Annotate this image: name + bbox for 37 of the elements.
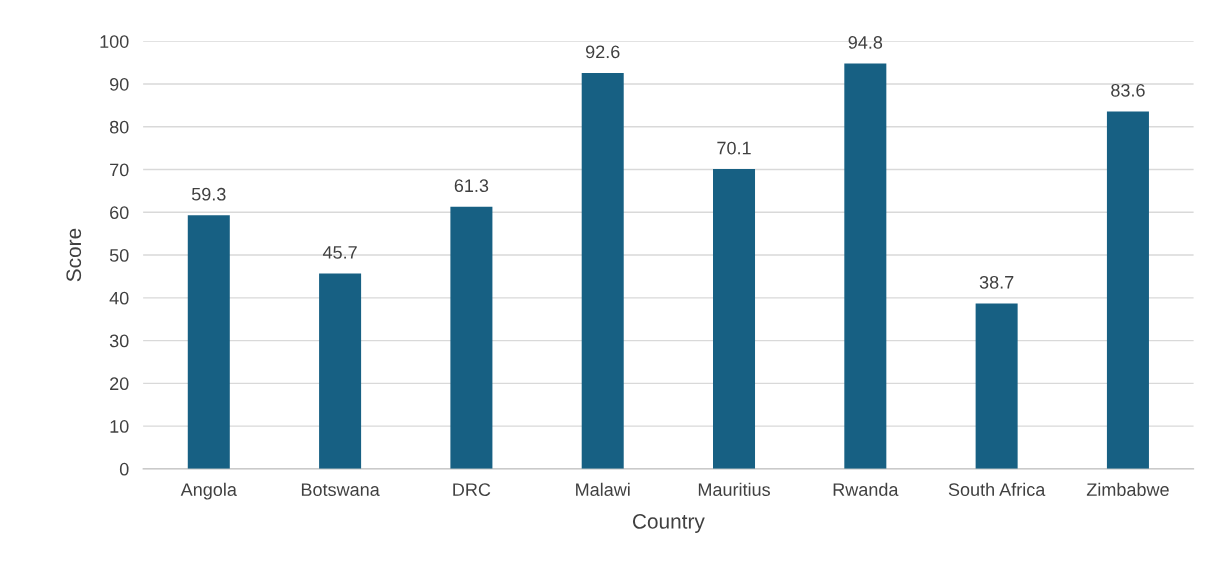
x-tick-label: Malawi [576, 482, 630, 497]
y-tick-label: 70 [110, 163, 129, 177]
y-axis-title: Score [66, 228, 82, 282]
x-tick-label: DRC [453, 483, 491, 497]
y-tick-label: 90 [110, 77, 129, 91]
x-tick-label: Angola [180, 482, 237, 500]
bar [844, 63, 887, 469]
bar [187, 215, 230, 469]
y-tick-label: 100 [100, 35, 129, 48]
data-label: 94.8 [848, 36, 883, 49]
x-tick-label: Mauritius [698, 482, 770, 497]
data-label: 61.3 [454, 179, 489, 193]
y-tick-label: 20 [110, 377, 129, 391]
data-label: 83.6 [1111, 83, 1145, 97]
bar [1106, 111, 1149, 469]
x-tick-label: Botswana [301, 483, 380, 497]
x-tick-label: Zimbabwe [1086, 482, 1169, 497]
data-label: 70.1 [717, 141, 751, 155]
bar [450, 206, 493, 469]
y-tick-label: 30 [109, 334, 129, 348]
bar [975, 303, 1018, 469]
x-tick-label: South Africa [948, 482, 1046, 497]
data-label: 45.7 [322, 246, 357, 259]
y-tick-label: 40 [109, 291, 129, 305]
data-label: 59.3 [191, 187, 226, 201]
x-tick-label: Rwanda [833, 482, 899, 497]
data-label: 38.7 [979, 275, 1014, 289]
y-tick-label: 10 [110, 420, 129, 433]
data-label: 92.6 [585, 45, 620, 59]
bar [319, 273, 362, 469]
y-tick-label: 60 [110, 206, 129, 220]
bar [713, 169, 756, 469]
y-tick-label: 80 [109, 120, 129, 134]
y-tick-label: 0 [119, 462, 129, 476]
y-tick-label: 50 [109, 248, 129, 262]
bar [581, 72, 624, 469]
x-axis-title: Country [632, 514, 705, 533]
